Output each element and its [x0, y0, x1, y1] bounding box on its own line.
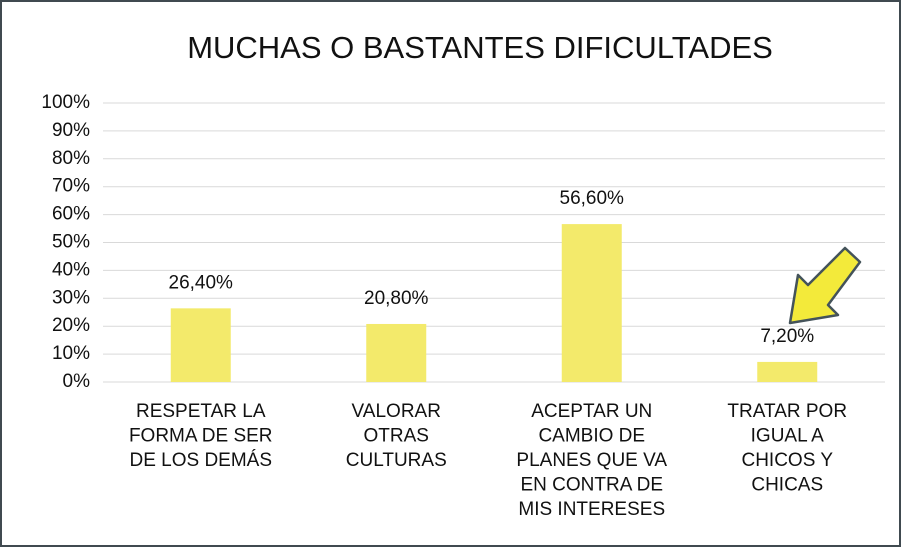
y-tick-label: 20%: [52, 315, 90, 336]
x-tick-label: RESPETAR LA FORMA DE SER DE LOS DEMÁS: [129, 401, 273, 471]
x-tick-label: TRATAR POR IGUAL A CHICOS Y CHICAS: [727, 401, 847, 496]
y-tick-label: 40%: [52, 259, 90, 280]
x-tick-label: VALORAR OTRAS CULTURAS: [346, 401, 447, 471]
y-tick-label: 70%: [52, 176, 90, 197]
bar: [366, 323, 427, 382]
bar: [757, 361, 818, 382]
y-tick-label: 0%: [63, 371, 91, 392]
data-label: 26,40%: [169, 272, 234, 293]
data-label: 56,60%: [560, 188, 625, 209]
plot-area: 0% 10% 20% 30% 40% 50% 60% 70% 80% 90% 100% 26,40% R…: [41, 92, 885, 520]
y-tick-label: 50%: [52, 232, 90, 253]
arrow-annotation: [788, 246, 862, 325]
y-tick-label: 90%: [52, 120, 90, 141]
x-tick-label: ACEPTAR UN CAMBIO DE PLANES QUE VA EN CONTR…: [516, 401, 667, 520]
y-tick-label: 60%: [52, 204, 90, 225]
y-tick-label: 30%: [52, 287, 90, 308]
chart-title: MUCHAS O BASTANTES DIFICULTADES: [187, 30, 773, 65]
y-tick-label: 10%: [52, 343, 90, 364]
data-label: 20,80%: [364, 288, 429, 309]
bar: [170, 308, 231, 382]
bar: [561, 224, 622, 382]
data-label: 7,20%: [760, 326, 814, 347]
y-tick-label: 100%: [41, 92, 90, 113]
y-tick-label: 80%: [52, 148, 90, 169]
